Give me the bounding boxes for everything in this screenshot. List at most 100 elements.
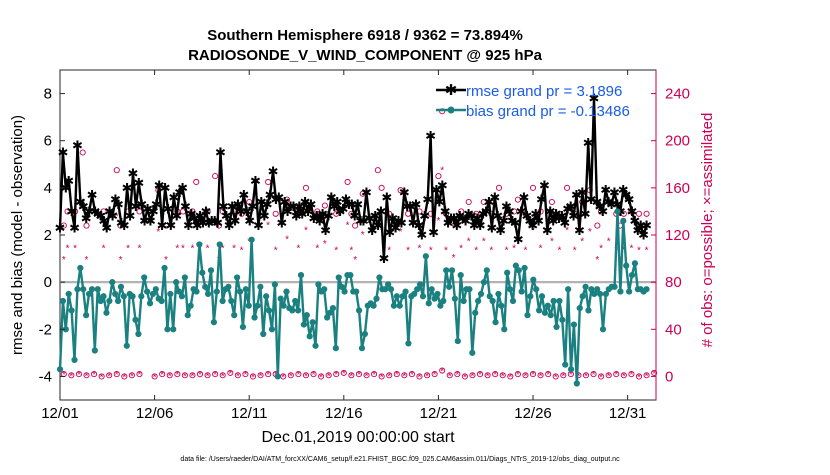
- y-left-tick-label-2: 0: [44, 274, 52, 291]
- series-0-point-18: ✱: [107, 209, 118, 224]
- series-0-point-120: ✱: [405, 199, 416, 214]
- series-1-point-49: [199, 269, 206, 276]
- obs-possible-baseline-36: [340, 369, 347, 376]
- obs-possible-marker-49: [480, 198, 487, 206]
- series-1-point-22: [120, 293, 127, 300]
- series-1-point-72: [265, 307, 273, 314]
- series-0-point-9: ✱: [81, 211, 92, 226]
- series-1-point-96: [335, 274, 342, 281]
- series-0-point-170: ✱: [551, 206, 562, 221]
- x-tick-label-1: 12/06: [136, 405, 174, 422]
- obs-assimilated-baseline-52: *: [463, 372, 467, 383]
- series-0-point-108: ✱: [370, 209, 381, 224]
- series-0-point-77: ✱: [279, 195, 290, 210]
- series-0-point-7: ✱: [75, 195, 86, 210]
- obs-assimilated-baseline-32: *: [312, 370, 316, 381]
- series-1-point-70: [260, 330, 267, 338]
- series-0-point-190: ✱: [609, 185, 620, 200]
- series-0-point-98: ✱: [341, 192, 352, 207]
- series-1-point-145: [477, 290, 485, 298]
- legend-rmse-label: rmse grand pr = 3.1896: [466, 83, 622, 100]
- obs-assimilated-baseline-68: *: [584, 371, 588, 382]
- obs-assimilated-marker-5: *: [102, 244, 106, 255]
- series-0-point-89: ✱: [314, 213, 325, 228]
- series-1-point-147: [483, 267, 490, 274]
- series-0-point-161: ✱: [524, 213, 535, 228]
- series-0-point-69: ✱: [256, 195, 267, 210]
- y-left-tick-label-4: 4: [44, 180, 52, 197]
- obs-possible-marker-47: [465, 198, 472, 206]
- y-right-tick-label-1: 40: [665, 321, 682, 338]
- obs-possible-marker-31: [344, 178, 351, 186]
- series-1-point-80: [289, 307, 296, 314]
- series-1-point-166: [538, 293, 546, 300]
- obs-assimilated-marker-63: *: [588, 227, 592, 238]
- series-0-point-61: ✱: [233, 197, 244, 212]
- series-1-point-132: [440, 297, 447, 305]
- series-1-point-115: [390, 302, 398, 309]
- obs-assimilated-baseline-43: *: [395, 370, 399, 381]
- obs-assimilated-baseline-51: *: [455, 370, 459, 381]
- obs-possible-baseline-20: [219, 372, 226, 379]
- obs-assimilated-marker-11: *: [164, 255, 168, 266]
- obs-possible-baseline-35: [333, 371, 340, 378]
- series-0-point-60: ✱: [230, 213, 241, 228]
- obs-assimilated-baseline-50: *: [448, 371, 452, 382]
- series-0-point-181: ✱: [583, 136, 594, 151]
- series-1-point-68: [254, 302, 261, 309]
- series-1-point-196: [626, 288, 633, 295]
- series-0-point-51: ✱: [203, 216, 214, 231]
- obs-possible-baseline-26: [265, 371, 272, 378]
- series-1-point-122: [411, 290, 418, 298]
- series-1-point-64: [242, 286, 249, 293]
- obs-assimilated-baseline-10: *: [138, 370, 142, 381]
- obs-possible-baseline-15: [181, 372, 188, 379]
- series-0-point-110: ✱: [376, 204, 387, 219]
- series-0-point-160: ✱: [521, 209, 532, 224]
- obs-possible-marker-56: [529, 184, 537, 191]
- series-0-point-31: ✱: [145, 213, 156, 228]
- series-0-point-19: ✱: [110, 192, 121, 207]
- obs-assimilated-marker-61: *: [573, 246, 577, 257]
- series-1-point-180: [579, 293, 586, 300]
- series-1-point-13: [94, 286, 101, 293]
- obs-assimilated-marker-40: *: [418, 244, 422, 255]
- series-1-point-108: [370, 302, 377, 309]
- series-1-point-88: [312, 342, 319, 349]
- obs-possible-marker-17: [212, 173, 219, 180]
- obs-possible-baseline-3: [83, 372, 90, 379]
- obs-possible-baseline-77: [651, 369, 658, 376]
- obs-possible-marker-43: [439, 108, 446, 115]
- obs-possible-baseline-29: [287, 372, 294, 379]
- series-0-point-29: ✱: [139, 213, 150, 228]
- obs-possible-marker-5: [100, 208, 107, 215]
- series-0-point-177: ✱: [571, 187, 582, 202]
- series-1-point-12: [91, 347, 98, 354]
- series-1-point-31: [146, 300, 154, 307]
- obs-possible-baseline-75: [635, 373, 643, 380]
- obs-possible-baseline-44: [401, 372, 408, 379]
- y-left-tick-label-5: 6: [44, 133, 52, 150]
- obs-possible-marker-54: [514, 196, 521, 203]
- obs-assimilated-marker-12: *: [175, 244, 179, 255]
- series-1-point-138: [457, 271, 464, 279]
- obs-assimilated-marker-25: *: [285, 235, 289, 246]
- obs-assimilated-baseline-25: *: [259, 371, 263, 382]
- obs-assimilated-baseline-18: *: [206, 371, 210, 382]
- series-1-point-16: [103, 309, 110, 316]
- series-1-point-161: [524, 312, 531, 319]
- series-1-point-123: [414, 286, 421, 293]
- series-0-point-94: ✱: [329, 199, 340, 214]
- series-0-point-193: ✱: [618, 183, 629, 198]
- series-0-point-62: ✱: [235, 204, 246, 219]
- series-0-point-16: ✱: [101, 220, 112, 235]
- obs-assimilated-baseline-33: *: [319, 372, 323, 383]
- series-1-point-1: [59, 297, 67, 305]
- series-0-point-80: ✱: [288, 199, 299, 214]
- obs-possible-baseline-56: [492, 371, 499, 378]
- obs-possible-baseline-7: [113, 371, 120, 378]
- series-0-point-70: ✱: [259, 209, 270, 224]
- series-0-point-164: ✱: [533, 213, 544, 228]
- series-0-point-152: ✱: [498, 213, 509, 228]
